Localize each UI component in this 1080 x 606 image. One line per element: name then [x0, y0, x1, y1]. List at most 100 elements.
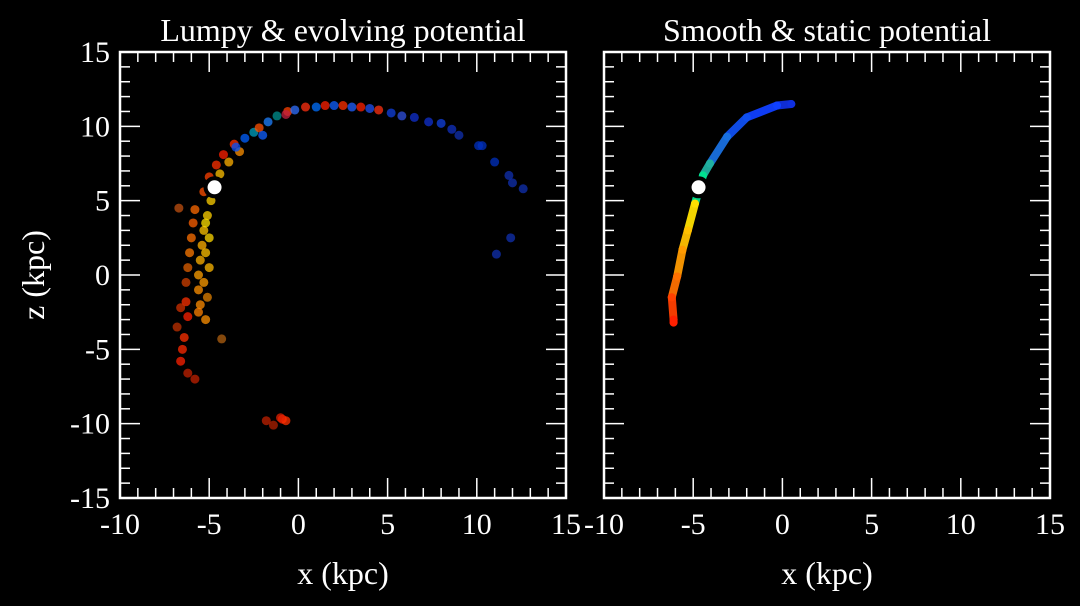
data-point — [507, 178, 517, 188]
data-point — [301, 102, 311, 112]
data-point — [386, 108, 396, 118]
data-point — [176, 303, 186, 313]
data-point — [667, 293, 676, 302]
data-point — [397, 111, 407, 121]
data-point — [272, 111, 282, 121]
x-tick-label: 10 — [462, 508, 492, 541]
data-point — [320, 101, 330, 111]
progenitor-marker — [687, 176, 710, 199]
y-tick-label: -15 — [70, 482, 110, 515]
data-point — [215, 169, 225, 179]
data-point — [202, 211, 212, 221]
data-point — [254, 123, 264, 133]
data-point — [181, 277, 191, 287]
data-point — [705, 159, 714, 168]
data-point — [261, 416, 271, 426]
data-point — [211, 160, 221, 170]
data-point — [491, 249, 501, 259]
data-point — [201, 248, 211, 258]
stream-segment — [742, 101, 782, 122]
data-point — [683, 226, 692, 235]
data-point — [201, 218, 211, 228]
data-point — [268, 420, 278, 430]
stream-segment — [705, 132, 732, 168]
x-axis-label: x (kpc) — [297, 555, 389, 591]
data-point — [201, 315, 211, 325]
x-tick-label: 15 — [551, 508, 581, 541]
data-point — [193, 285, 203, 295]
data-point — [673, 272, 682, 281]
data-point — [374, 105, 384, 115]
data-points — [172, 101, 528, 430]
data-point — [193, 307, 203, 317]
data-point — [436, 118, 446, 128]
data-point — [678, 245, 687, 254]
data-point — [217, 334, 227, 344]
data-point — [773, 101, 782, 110]
data-points — [667, 100, 796, 327]
data-point — [176, 356, 186, 366]
panel-title: Smooth & static potential — [663, 12, 991, 48]
data-point — [197, 240, 207, 250]
data-point — [202, 292, 212, 302]
data-point — [204, 233, 214, 243]
data-point — [195, 255, 205, 265]
x-tick-label: -10 — [584, 508, 624, 541]
data-point — [424, 117, 434, 127]
data-point — [787, 100, 796, 109]
data-point — [224, 157, 234, 167]
data-point — [338, 101, 348, 111]
data-point — [281, 109, 291, 119]
data-point — [172, 322, 182, 332]
x-tick-label: 10 — [946, 508, 976, 541]
panel-lumpy: Lumpy & evolving potential x (kpc) z (kp… — [15, 12, 581, 591]
data-point — [454, 130, 464, 140]
data-point — [204, 263, 214, 273]
data-point — [311, 102, 321, 112]
x-tick-label: -10 — [100, 508, 140, 541]
x-axis-label: x (kpc) — [781, 555, 873, 591]
data-point — [193, 270, 203, 280]
x-tick-label: 15 — [1035, 508, 1065, 541]
data-point — [742, 113, 751, 122]
data-point — [690, 199, 699, 208]
y-axis-label: z (kpc) — [15, 230, 51, 320]
y-tick-label: 15 — [80, 36, 110, 69]
data-point — [276, 413, 286, 423]
data-point — [218, 150, 228, 160]
data-point — [177, 344, 187, 354]
data-point — [669, 318, 678, 327]
data-point — [723, 132, 732, 141]
data-point — [365, 103, 375, 113]
data-point — [329, 101, 339, 111]
data-point — [185, 248, 195, 258]
progenitor-marker — [203, 176, 226, 199]
data-point — [518, 184, 528, 194]
x-tick-label: 0 — [291, 508, 306, 541]
stream-segment — [683, 199, 699, 235]
data-point — [186, 233, 196, 243]
data-point — [347, 102, 357, 112]
x-tick-label: -5 — [197, 508, 222, 541]
data-point — [477, 141, 487, 151]
stream-segment — [723, 113, 751, 141]
x-tick-label: 5 — [380, 508, 395, 541]
x-tick-label: 5 — [864, 508, 879, 541]
data-point — [190, 374, 200, 384]
data-point — [181, 297, 191, 307]
y-tick-label: 0 — [95, 259, 110, 292]
data-point — [263, 117, 273, 127]
data-point — [183, 263, 193, 273]
data-point — [240, 133, 250, 143]
data-point — [190, 205, 200, 215]
data-point — [199, 277, 209, 287]
stream-segment — [673, 245, 687, 281]
x-tick-label: -5 — [681, 508, 706, 541]
data-point — [183, 368, 193, 378]
data-point — [409, 112, 419, 122]
y-tick-label: -5 — [85, 333, 110, 366]
data-point — [174, 203, 184, 213]
data-point — [199, 225, 209, 235]
data-point — [290, 105, 300, 115]
